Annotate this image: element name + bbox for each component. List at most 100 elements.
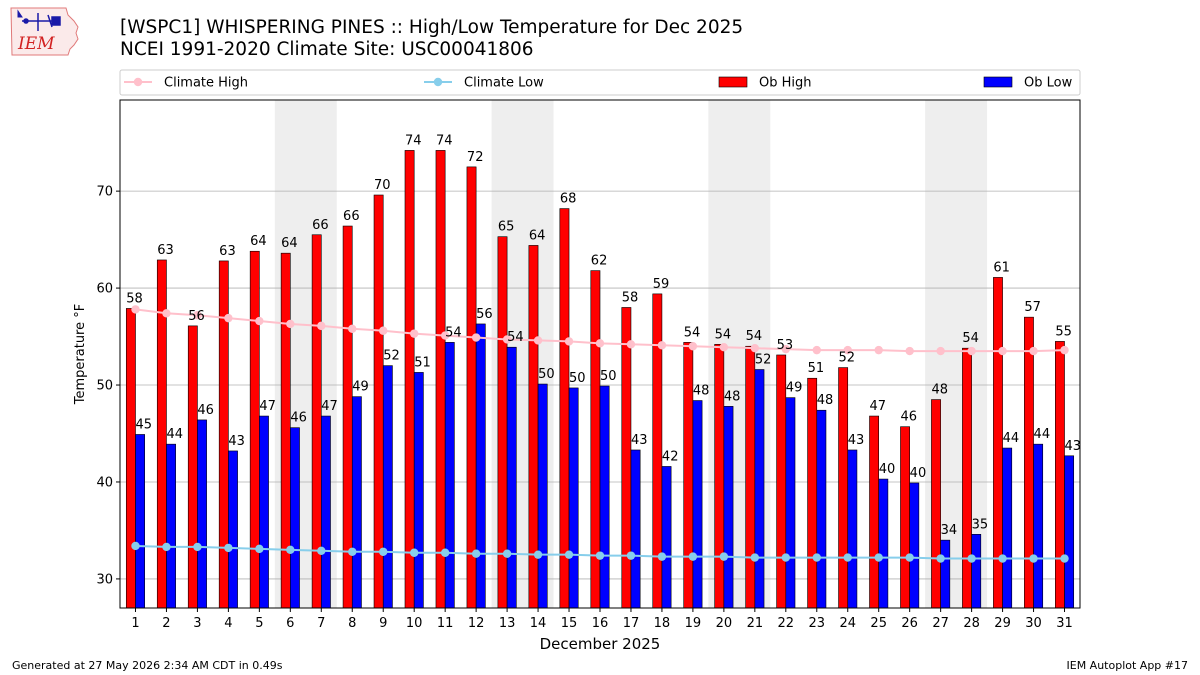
climate-low-point-12 — [471, 549, 481, 558]
climate-low-point-10 — [409, 548, 419, 557]
climate-high-point-16 — [595, 339, 605, 348]
legend-label-ob-low: Ob Low — [1024, 76, 1073, 91]
legend-label-ob-high: Ob High — [759, 76, 812, 91]
ob-low-value-label-8: 49 — [352, 380, 369, 395]
climate-high-point-10 — [409, 329, 419, 338]
climate-low-point-1 — [131, 541, 140, 551]
ob-high-value-label-4: 63 — [219, 244, 236, 259]
y-axis-label: Temperature °F — [73, 304, 88, 405]
generated-timestamp: Generated at 27 May 2026 2:34 AM CDT in … — [12, 659, 283, 672]
legend-label-climate-high: Climate High — [164, 76, 248, 91]
climate-low-point-8 — [348, 547, 357, 556]
y-tick-label-40: 40 — [96, 475, 113, 490]
climate-lines — [131, 305, 1069, 563]
ob-high-value-label-7: 66 — [312, 218, 329, 233]
climate-low-point-26 — [905, 553, 914, 562]
legend-frame — [119, 69, 1081, 96]
ob-low-value-label-5: 47 — [259, 399, 276, 414]
climate-low-point-19 — [688, 552, 698, 561]
ob-high-bar-20 — [714, 344, 725, 609]
ob-high-value-label-31: 55 — [1055, 324, 1072, 339]
climate-low-point-17 — [626, 551, 636, 560]
climate-low-point-23 — [812, 553, 821, 562]
climate-low-point-15 — [564, 550, 574, 559]
x-tick-label-20: 20 — [716, 616, 733, 631]
ob-high-value-label-13: 65 — [498, 220, 515, 235]
ob-low-bar-15 — [568, 387, 579, 609]
x-tick-label-28: 28 — [963, 616, 980, 631]
y-tick-label-30: 30 — [96, 572, 113, 587]
ob-high-value-label-27: 48 — [931, 383, 948, 398]
x-tick-label-10: 10 — [406, 616, 423, 631]
climate-high-point-28 — [967, 346, 976, 356]
ob-low-bar-20 — [723, 406, 734, 609]
ob-low-value-label-9: 52 — [383, 349, 400, 364]
ob-low-bar-18 — [661, 466, 672, 609]
ob-high-value-label-3: 56 — [188, 309, 205, 324]
ob-high-bar-9 — [373, 194, 384, 609]
x-tick-label-7: 7 — [317, 616, 325, 631]
x-tick-label-11: 11 — [437, 616, 454, 631]
x-tick-label-16: 16 — [592, 616, 609, 631]
ob-low-bar-12 — [475, 323, 486, 609]
climate-low-point-30 — [1029, 554, 1038, 563]
ob-low-value-label-3: 46 — [197, 403, 214, 418]
app-credit: IEM Autoplot App #17 — [1066, 659, 1189, 672]
ob-low-value-label-21: 52 — [755, 353, 772, 368]
ob-high-bar-18 — [652, 293, 663, 609]
ob-high-bar-19 — [683, 342, 694, 609]
climate-low-point-31 — [1060, 554, 1069, 563]
climate-low-point-18 — [657, 552, 667, 561]
ob-high-value-label-23: 51 — [808, 361, 825, 376]
climate-low-point-4 — [224, 543, 233, 553]
ob-low-bar-30 — [1033, 443, 1044, 609]
legend-item-ob-low: Ob Low — [983, 76, 1073, 91]
ob-low-value-label-28: 35 — [972, 517, 989, 532]
climate-high-point-30 — [1029, 346, 1038, 356]
ob-low-bar-10 — [413, 372, 424, 609]
climate-low-point-24 — [843, 553, 852, 562]
ob-high-bar-27 — [931, 399, 941, 609]
x-tick-label-4: 4 — [224, 616, 232, 631]
climate-low-point-21 — [750, 553, 760, 562]
ob-high-value-label-22: 53 — [777, 338, 794, 353]
ob-high-bar-3 — [187, 325, 198, 609]
climate-high-point-29 — [998, 346, 1007, 356]
climate-low-point-5 — [255, 544, 264, 554]
climate-low-point-9 — [379, 547, 388, 556]
x-tick-label-3: 3 — [193, 616, 201, 631]
ob-low-value-label-29: 44 — [1003, 431, 1020, 446]
ob-low-value-label-22: 49 — [786, 381, 803, 396]
ob-high-value-label-12: 72 — [467, 150, 484, 165]
ob-high-bar-10 — [404, 150, 415, 609]
legend-swatch-ob-low — [983, 76, 1013, 88]
ob-high-bar-1 — [125, 308, 136, 609]
ob-low-bar-1 — [135, 434, 145, 609]
ob-low-value-label-25: 40 — [879, 462, 896, 477]
ob-low-value-label-12: 56 — [476, 307, 493, 322]
x-tick-label-1: 1 — [131, 616, 139, 631]
climate-high-point-21 — [750, 343, 760, 353]
ob-high-value-label-30: 57 — [1024, 300, 1041, 315]
ob-low-bar-24 — [847, 449, 858, 609]
legend-marker-climate-low — [433, 77, 443, 87]
ob-high-bar-24 — [838, 367, 849, 609]
climate-high-point-31 — [1060, 345, 1069, 355]
ob-high-value-label-6: 64 — [281, 236, 298, 251]
climate-high-point-1 — [131, 305, 140, 314]
ob-low-value-label-27: 34 — [941, 523, 958, 538]
x-tick-label-6: 6 — [286, 616, 294, 631]
climate-high-point-15 — [564, 337, 574, 346]
chart-title: [WSPC1] WHISPERING PINES :: High/Low Tem… — [120, 17, 744, 38]
y-tick-label-70: 70 — [96, 185, 113, 200]
ob-low-bar-27 — [940, 539, 951, 609]
ob-high-value-label-8: 66 — [343, 209, 360, 224]
climate-high-point-11 — [440, 331, 450, 340]
ob-low-bar-16 — [599, 385, 610, 609]
ob-high-bar-22 — [776, 354, 787, 609]
x-tick-label-15: 15 — [561, 616, 578, 631]
climate-high-point-14 — [533, 336, 543, 345]
ob-low-value-label-10: 51 — [414, 355, 431, 370]
ob-low-value-label-7: 47 — [321, 399, 338, 414]
climate-low-point-7 — [317, 546, 326, 556]
